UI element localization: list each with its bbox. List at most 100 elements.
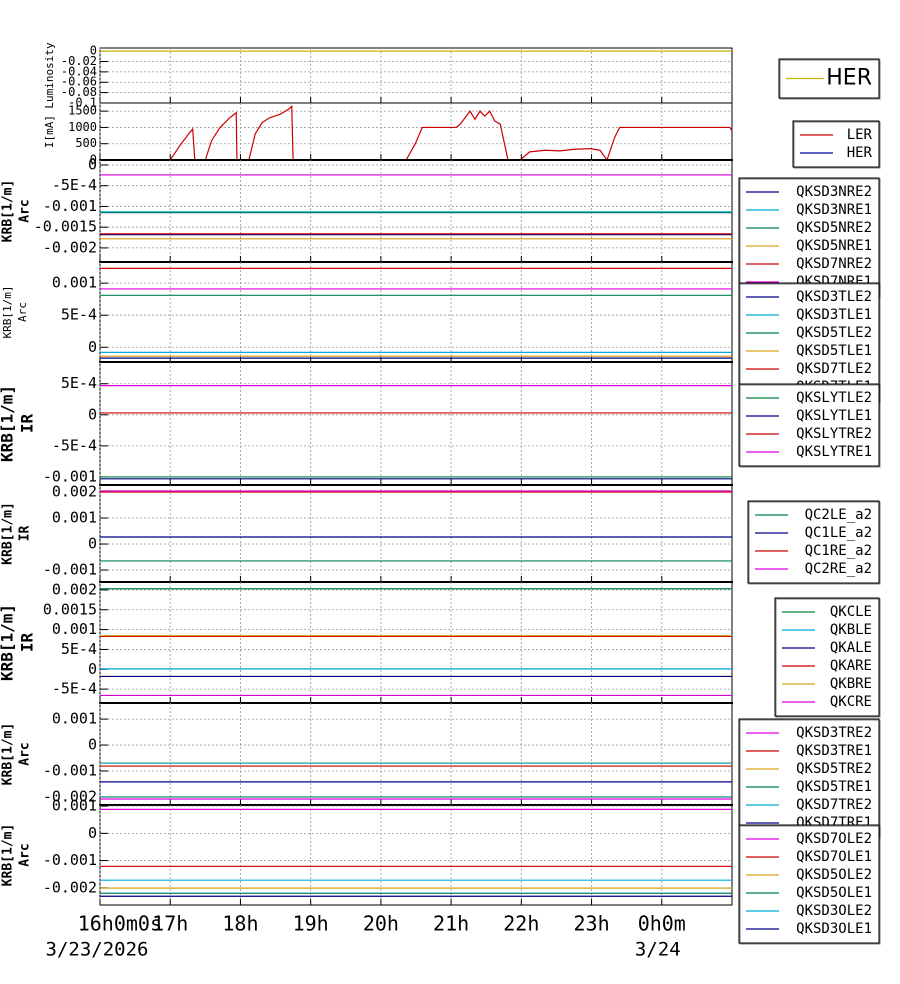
- x-tick-label: 19h: [293, 912, 329, 936]
- y-tick-label: 0: [88, 660, 97, 678]
- y-tick-label: 0: [88, 155, 97, 173]
- x-tick-label: 0h0m: [638, 912, 686, 936]
- y-tick-label: 500: [75, 136, 97, 150]
- y-tick-label: 0: [88, 535, 97, 553]
- legend-shadow: [793, 121, 881, 169]
- legend-label: QKALE: [830, 640, 872, 656]
- y-tick-label: 0.0015: [43, 600, 97, 618]
- legend-label: QKSD5OLE2: [796, 867, 872, 883]
- x-tick-label: 22h: [503, 912, 539, 936]
- legend-label: QC1RE_a2: [805, 543, 872, 559]
- y-tick-label: 5E-4: [61, 306, 97, 324]
- y-axis-label: Arc: [18, 199, 33, 222]
- legend-box: [774, 597, 880, 717]
- y-tick-label: -0.002: [43, 238, 97, 256]
- legend-label: QKSD7TLE2: [796, 361, 872, 377]
- legend-label: QKSD3TRE1: [796, 743, 872, 759]
- y-tick-label: 0.001: [52, 797, 97, 815]
- y-axis-label: I[mA]: [43, 115, 56, 148]
- legend-box: [792, 120, 880, 168]
- legend-label: QKSD7TRE2: [796, 797, 872, 813]
- x-tick-label: 17h: [152, 912, 188, 936]
- y-axis-label: IR: [18, 526, 33, 542]
- legend-label: QKBRE: [830, 676, 872, 692]
- legend-label: QKSD5NRE2: [796, 220, 872, 236]
- y-axis-label: IR: [18, 414, 37, 434]
- y-axis-label: KRB[1/m]: [0, 604, 17, 681]
- y-axis-label: Arc: [16, 302, 29, 322]
- legend-box: [738, 718, 880, 838]
- legend-box: [738, 282, 880, 402]
- y-tick-label: 1000: [68, 120, 97, 134]
- legend-label: QKSLYTLE1: [796, 408, 872, 424]
- y-tick-label: -0.001: [43, 762, 97, 780]
- legend-label: QKSD3OLE2: [796, 903, 872, 919]
- legend-label: QKSD7OLE1: [796, 849, 872, 865]
- legend-box: [738, 177, 880, 297]
- legend-label: QKSD3TLE2: [796, 289, 872, 305]
- legend-label: QC2LE_a2: [805, 507, 872, 523]
- y-tick-label: -5E-4: [52, 436, 97, 454]
- legend-label: QKSD5TRE1: [796, 779, 872, 795]
- y-tick-label: 0: [88, 338, 97, 356]
- y-tick-label: 0.001: [52, 509, 97, 527]
- legend-label: HER: [847, 145, 873, 161]
- legend-label: QKSD5NRE1: [796, 238, 872, 254]
- legend-shadow: [739, 825, 881, 945]
- y-tick-label: -0.1: [68, 96, 97, 110]
- x-tick-label: 16h0m0s: [78, 912, 162, 936]
- legend-box: [738, 824, 880, 944]
- date-annotation: 3/23/2026: [46, 939, 149, 961]
- x-tick-label: 20h: [363, 912, 399, 936]
- y-tick-label: 0.001: [52, 620, 97, 638]
- legend-label: QKBLE: [830, 622, 872, 638]
- legend-label: QKSLYTLE2: [796, 390, 872, 406]
- y-tick-label: 5E-4: [61, 374, 97, 392]
- y-tick-label: 0.002: [52, 483, 97, 501]
- x-tick-label: 18h: [222, 912, 258, 936]
- y-tick-label: -0.08: [61, 85, 97, 99]
- legend-box: [778, 58, 880, 99]
- x-tick-label: 21h: [433, 912, 469, 936]
- y-tick-label: -0.002: [43, 878, 97, 896]
- y-axis-label: KRB[1/m]: [1, 180, 16, 243]
- y-tick-label: -0.001: [43, 561, 97, 579]
- y-axis-label: KRB[1/m]: [1, 286, 14, 339]
- y-tick-label: 0: [88, 824, 97, 842]
- plot-frame: [99, 361, 733, 486]
- y-axis-label: IR: [18, 633, 37, 653]
- legend-label: QC2RE_a2: [805, 561, 872, 577]
- y-axis-label: Luminosity: [43, 42, 56, 109]
- plot-frame: [99, 702, 733, 806]
- y-tick-label: 5E-4: [61, 640, 97, 658]
- y-tick-label: 0: [88, 736, 97, 754]
- legend-label: QKSLYTRE2: [796, 426, 872, 442]
- y-axis-label: KRB[1/m]: [1, 824, 16, 887]
- legend-label: QKSD5OLE1: [796, 885, 872, 901]
- legend-label: QKSD3TRE2: [796, 725, 872, 741]
- legend-label: QKSD7OLE2: [796, 831, 872, 847]
- y-tick-label: -5E-4: [52, 176, 97, 194]
- y-tick-label: 0.002: [52, 580, 97, 598]
- y-tick-label: -0.0015: [34, 218, 97, 236]
- legend-label: HER: [826, 66, 872, 91]
- legend-label: QKCRE: [830, 694, 872, 710]
- series-line: [100, 104, 733, 162]
- y-tick-label: 0: [90, 44, 97, 58]
- legend-label: LER: [847, 127, 873, 143]
- x-tick-label: 23h: [573, 912, 609, 936]
- plot-frame: [99, 484, 733, 583]
- y-axis-label: Arc: [18, 843, 33, 866]
- y-tick-label: -0.001: [43, 197, 97, 215]
- y-tick-label: 0.001: [52, 710, 97, 728]
- y-tick-label: 1500: [68, 104, 97, 118]
- y-tick-label: -0.04: [61, 64, 97, 78]
- y-axis-label: KRB[1/m]: [1, 502, 16, 565]
- date-annotation: 3/24: [635, 939, 681, 961]
- legend-shadow: [748, 501, 881, 585]
- y-tick-label: 0: [90, 153, 97, 167]
- legend-label: QKSD3OLE1: [796, 921, 872, 937]
- legend-label: QKSD5TLE2: [796, 325, 872, 341]
- legend-label: QKSD7NRE2: [796, 256, 872, 272]
